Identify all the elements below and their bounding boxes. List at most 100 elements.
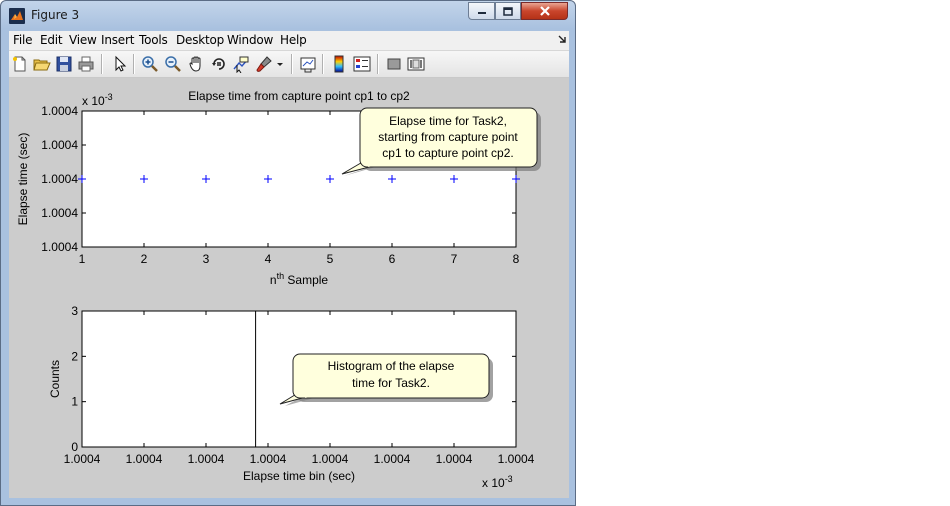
maximize-button[interactable] — [495, 2, 521, 20]
rotate-3d-icon[interactable] — [210, 55, 228, 73]
data-cursor-icon[interactable] — [232, 55, 250, 73]
legend-icon[interactable] — [353, 55, 371, 73]
bottom-x-tick-label: 1.0004 — [312, 452, 349, 466]
top-data-point-marker — [326, 175, 334, 183]
minimize-icon — [477, 12, 486, 14]
top-callout-annotation[interactable]: Elapse time for Task2, starting from cap… — [341, 107, 541, 176]
top-callout-line-1: Elapse time for Task2, — [389, 114, 507, 128]
top-x-label-sup: th — [277, 271, 285, 281]
open-file-icon[interactable] — [33, 55, 51, 73]
dock-figure-icon[interactable] — [557, 34, 567, 44]
top-data-markers — [78, 175, 520, 183]
menu-file[interactable]: File — [13, 33, 33, 47]
bottom-x-tick-label: 1.0004 — [64, 452, 101, 466]
toolbar-separator — [377, 54, 379, 74]
top-y-axis-label: Elapse time (sec) — [16, 133, 30, 226]
bottom-x-axis-label: Elapse time bin (sec) — [243, 469, 355, 483]
zoom-out-icon[interactable] — [164, 55, 182, 73]
bottom-x-tick-label: 1.0004 — [250, 452, 287, 466]
top-x-tick-label: 6 — [389, 252, 396, 266]
hide-plot-tools-icon[interactable] — [385, 55, 403, 73]
bottom-x-exponent: x 10-3 — [482, 474, 513, 490]
figure-toolbar — [9, 51, 569, 78]
show-plot-tools-icon[interactable] — [407, 55, 425, 73]
bottom-y-axis-label: Counts — [48, 360, 62, 398]
bottom-x-ticks: 1.0004 1.0004 1.0004 1.0004 1.0004 1.0004 1.00… — [64, 311, 535, 466]
close-icon — [539, 6, 550, 16]
window-title: Figure 3 — [31, 8, 80, 22]
top-data-point-marker — [140, 175, 148, 183]
new-figure-icon[interactable] — [11, 55, 29, 73]
top-callout-line-3: cp1 to capture point cp2. — [382, 146, 513, 160]
matlab-logo-icon — [9, 8, 25, 24]
menu-insert[interactable]: Insert — [101, 33, 135, 47]
top-data-point-marker — [388, 175, 396, 183]
bottom-x-tick-label: 1.0004 — [188, 452, 225, 466]
top-callout-line-2: starting from capture point — [378, 130, 518, 144]
top-y-ticks: 1.0004 1.0004 1.0004 1.0004 1.0004 — [41, 104, 516, 254]
top-y-tick-label: 1.0004 — [41, 138, 78, 152]
top-data-point-marker — [450, 175, 458, 183]
bottom-y-tick-label: 2 — [71, 349, 78, 363]
top-x-tick-label: 8 — [513, 252, 520, 266]
bottom-axes[interactable]: 1.0004 1.0004 1.0004 1.0004 1.0004 1.0004 1.00… — [48, 304, 535, 490]
top-x-tick-label: 4 — [265, 252, 272, 266]
top-plot-title: Elapse time from capture point cp1 to cp… — [188, 89, 410, 103]
pointer-icon[interactable] — [111, 55, 129, 73]
title-bar[interactable]: Figure 3 — [1, 1, 575, 31]
bottom-callout-line-2: time for Task2. — [352, 376, 430, 390]
top-axes[interactable]: 1 2 3 4 5 6 7 8 1.0004 1.0004 1.0004 1.00041.0004 … — [16, 89, 541, 287]
top-data-point-marker — [264, 175, 272, 183]
top-x-label-n: n — [270, 273, 277, 287]
top-y-exponent-power: -3 — [105, 92, 113, 102]
top-y-tick-label: 1.0004 — [41, 240, 78, 254]
top-y-exponent: x 10-3 — [82, 92, 113, 108]
bottom-x-tick-label: 1.0004 — [436, 452, 473, 466]
bottom-x-tick-label: 1.0004 — [498, 452, 535, 466]
bottom-y-tick-label: 3 — [71, 304, 78, 318]
top-y-exponent-base: x 10 — [82, 94, 105, 108]
top-data-point-marker — [512, 175, 520, 183]
bottom-y-tick-label: 1 — [71, 395, 78, 409]
colorbar-icon[interactable] — [330, 55, 348, 73]
print-icon[interactable] — [77, 55, 95, 73]
bottom-y-tick-label: 0 — [71, 440, 78, 454]
top-y-tick-label: 1.0004 — [41, 104, 78, 118]
menu-desktop[interactable]: Desktop — [176, 33, 225, 47]
bottom-x-tick-label: 1.0004 — [126, 452, 163, 466]
toolbar-separator — [322, 54, 324, 74]
zoom-in-icon[interactable] — [141, 55, 159, 73]
top-x-label-rest: Sample — [284, 273, 328, 287]
link-plot-icon[interactable] — [299, 55, 317, 73]
bottom-x-exponent-power: -3 — [505, 474, 513, 484]
toolbar-separator — [101, 54, 103, 74]
bottom-callout-line-1: Histogram of the elapse — [328, 359, 455, 373]
top-x-tick-label: 7 — [451, 252, 458, 266]
menu-help[interactable]: Help — [280, 33, 307, 47]
close-button[interactable] — [521, 2, 568, 20]
brush-dropdown-icon[interactable] — [275, 55, 285, 73]
top-x-tick-label: 3 — [203, 252, 210, 266]
bottom-y-ticks: 0 1 2 3 — [71, 304, 516, 454]
menu-window[interactable]: Window — [227, 33, 274, 47]
top-y-tick-label: 1.0004 — [41, 172, 78, 186]
menu-edit[interactable]: Edit — [40, 33, 63, 47]
figure-window: Figure 3 File Edit View Insert Tools Des… — [0, 0, 576, 506]
toolbar-separator — [133, 54, 135, 74]
menu-bar: File Edit View Insert Tools Desktop Wind… — [9, 31, 569, 51]
minimize-button[interactable] — [468, 2, 495, 20]
bottom-callout-annotation[interactable]: Histogram of the elapse time for Task2. — [279, 353, 493, 406]
top-y-tick-label: 1.0004 — [41, 206, 78, 220]
menu-tools[interactable]: Tools — [139, 33, 168, 47]
save-icon[interactable] — [55, 55, 73, 73]
top-x-tick-label: 2 — [141, 252, 148, 266]
maximize-icon — [503, 6, 513, 16]
menu-view[interactable]: View — [69, 33, 97, 47]
top-data-point-marker — [78, 175, 86, 183]
bottom-x-exponent-base: x 10 — [482, 476, 505, 490]
brush-icon[interactable] — [255, 55, 273, 73]
top-data-point-marker — [202, 175, 210, 183]
pan-hand-icon[interactable] — [187, 55, 205, 73]
